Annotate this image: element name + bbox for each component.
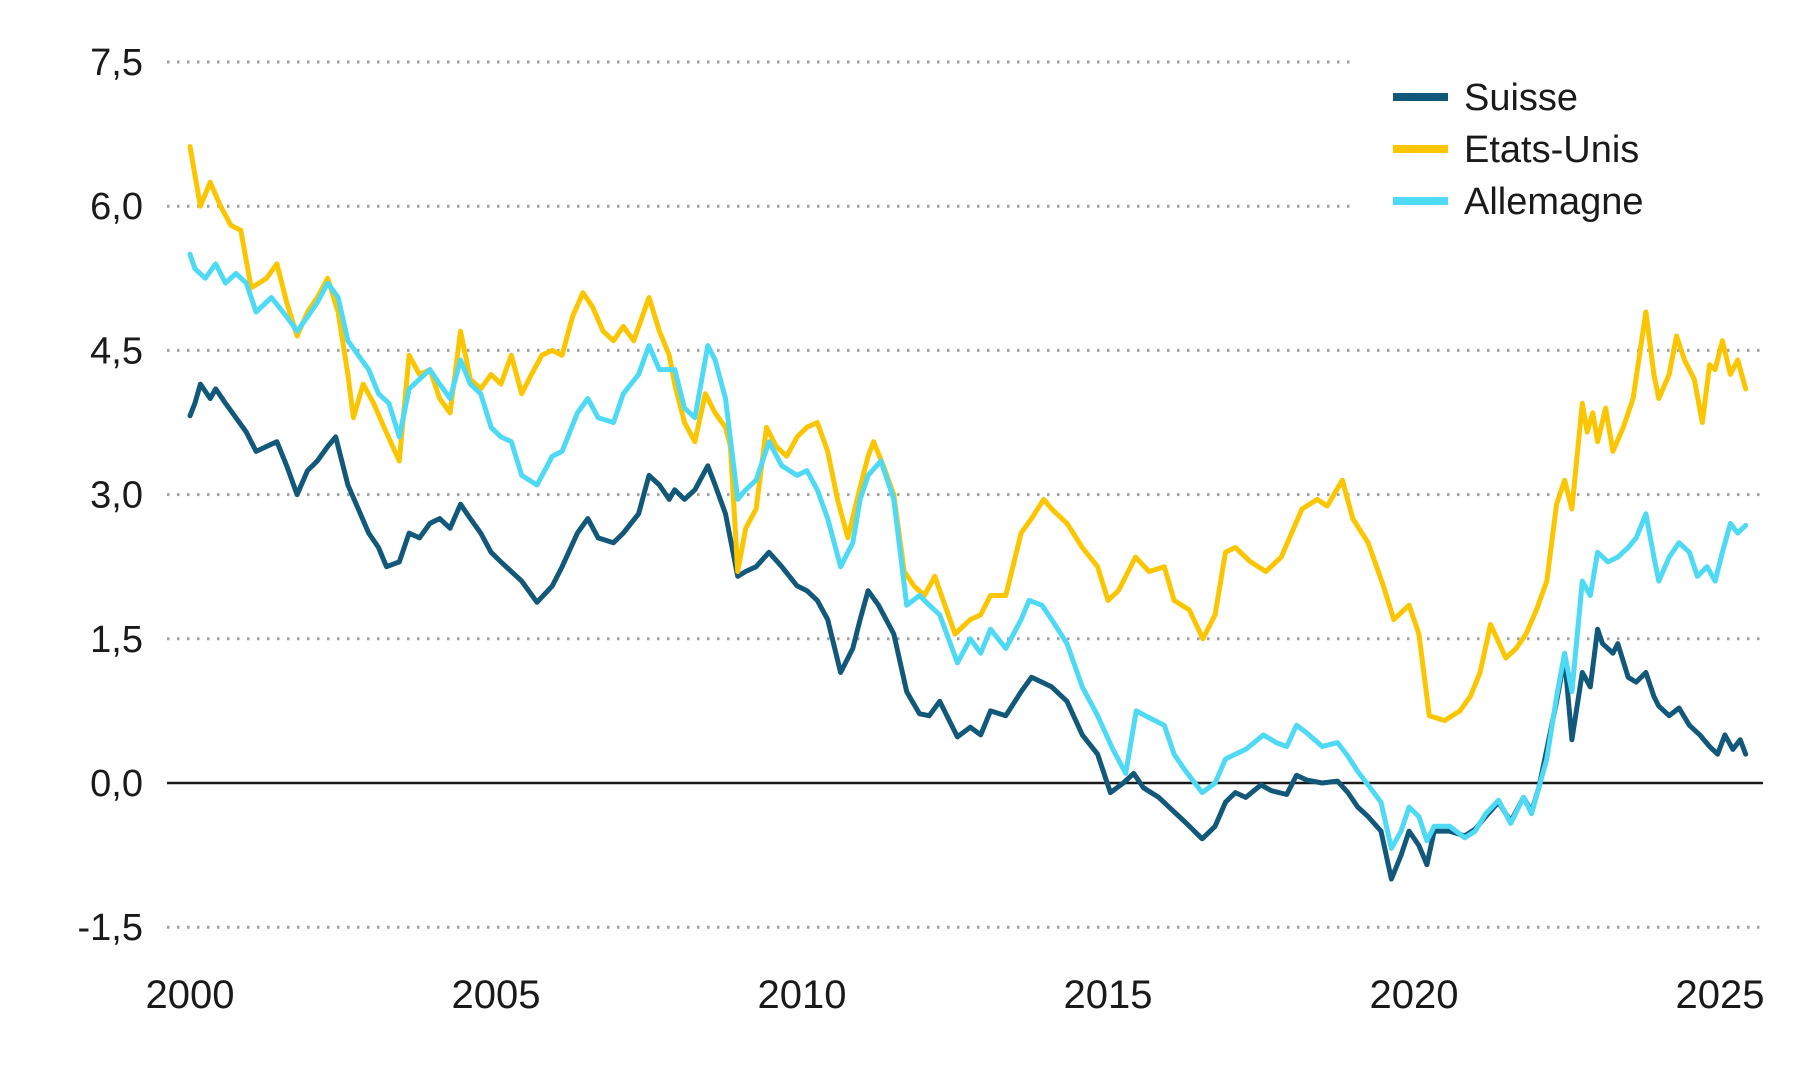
y-tick-label--1.5: -1,5 (78, 907, 143, 949)
x-tick-label-2010: 2010 (758, 973, 847, 1017)
y-tick-label-0: 0,0 (90, 763, 143, 805)
legend-label-etats-unis: Etats-Unis (1464, 129, 1639, 171)
y-tick-label-1.5: 1,5 (90, 619, 143, 661)
series-line-etats-unis (187, 144, 1749, 723)
series-lines (187, 144, 1749, 882)
x-tick-label-2025: 2025 (1676, 973, 1765, 1017)
y-tick-label-3: 3,0 (90, 475, 143, 517)
y-axis-labels: 7,5 6,0 4,5 3,0 1,5 0,0 -1,5 (78, 42, 143, 949)
series-line-suisse (187, 381, 1749, 882)
legend-label-allemagne: Allemagne (1464, 181, 1644, 223)
x-tick-label-2020: 2020 (1370, 973, 1459, 1017)
legend-label-suisse: Suisse (1464, 77, 1578, 119)
series-line-allemagne (187, 251, 1749, 851)
y-tick-label-6: 6,0 (90, 186, 143, 228)
x-axis-labels: 2000 2005 2010 2015 2020 2025 (146, 973, 1765, 1017)
x-tick-label-2015: 2015 (1064, 973, 1153, 1017)
x-tick-label-2000: 2000 (146, 973, 235, 1017)
y-tick-label-4.5: 4,5 (90, 330, 143, 372)
y-tick-label-7.5: 7,5 (90, 42, 143, 84)
legend: Suisse Etats-Unis Allemagne (1393, 77, 1644, 223)
x-tick-label-2005: 2005 (452, 973, 541, 1017)
